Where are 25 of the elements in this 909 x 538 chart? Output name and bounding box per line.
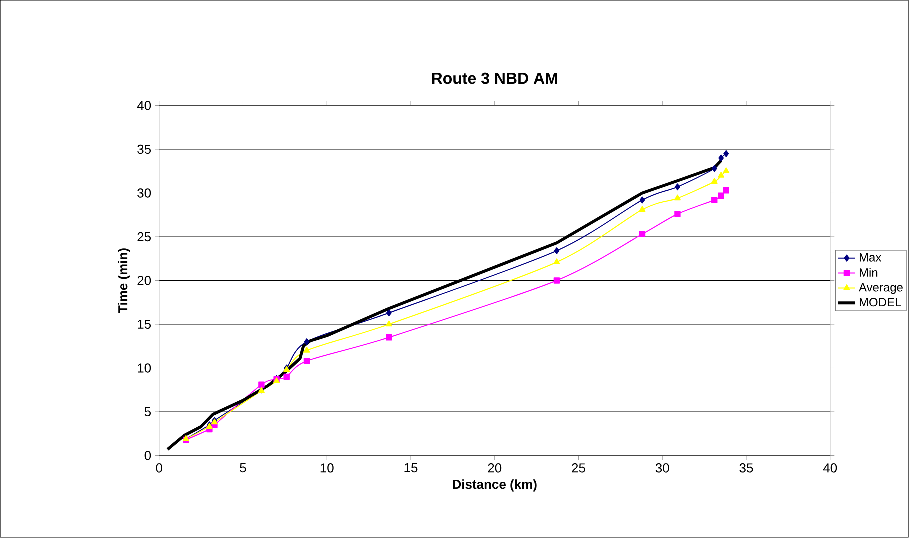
- legend-label: Average: [859, 283, 903, 294]
- y-tick-label: 20: [138, 276, 152, 286]
- x-tick-label: 20: [488, 464, 502, 473]
- x-axis-title: Distance (km): [453, 480, 537, 492]
- y-tick-label: 5: [144, 407, 152, 417]
- x-tick-label: 10: [320, 464, 334, 473]
- y-tick-label: 0: [144, 451, 152, 460]
- y-tick-label: 35: [138, 144, 152, 154]
- y-tick-label: 15: [138, 320, 152, 330]
- x-tick-label: 0: [156, 464, 162, 473]
- y-tick-label: 25: [138, 232, 152, 242]
- x-tick-label: 35: [740, 464, 754, 473]
- x-tick-label: 30: [656, 464, 670, 473]
- y-tick-label: 10: [138, 364, 152, 373]
- legend-label: MODEL: [860, 298, 902, 307]
- x-tick-label: 25: [572, 464, 586, 473]
- y-axis-title: Time (min): [118, 248, 130, 314]
- x-tick-label: 15: [404, 464, 418, 473]
- x-tick-label: 40: [823, 464, 838, 473]
- chart-title: Route 3 NBD AM: [432, 72, 558, 84]
- x-tick-label: 5: [240, 464, 246, 473]
- legend-label: Max: [860, 253, 882, 262]
- y-tick-label: 40: [137, 101, 152, 110]
- legend-label: Min: [860, 268, 878, 277]
- y-tick-label: 30: [138, 188, 152, 198]
